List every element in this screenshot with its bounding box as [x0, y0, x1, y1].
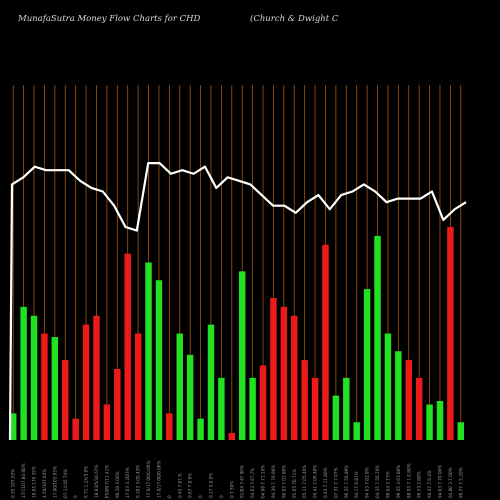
x-tick-label: 0.17 5.0.0%: [208, 473, 213, 498]
money-flow-bar: [103, 404, 111, 440]
money-flow-bar: [322, 244, 329, 440]
money-flow-bar: [166, 413, 173, 440]
money-flow-bar: [311, 377, 319, 440]
money-flow-bar: [93, 315, 100, 440]
price-line: [8, 162, 467, 441]
x-tick-label: 05.11 7.05.40%: [302, 465, 307, 498]
money-flow-bar: [218, 377, 225, 440]
x-tick-label: 0: [73, 495, 78, 498]
money-flow-bar: [426, 404, 433, 440]
x-tick-label: 18.65 176.35%: [32, 466, 37, 498]
money-flow-bar: [395, 351, 402, 440]
x-tick-label: 96.35 7.50.89%: [344, 465, 349, 498]
money-flow-bar: [72, 418, 79, 440]
money-flow-bar: [436, 400, 444, 440]
money-flow-bar: [207, 324, 215, 440]
money-flow-bar: [353, 422, 360, 440]
money-flow-bar: [447, 227, 454, 440]
money-flow-bar: [363, 289, 371, 440]
x-tick-label: 94.47 7.9.4%: [427, 470, 432, 498]
x-tick-label: ESAM 7/11.41%: [104, 465, 109, 498]
x-tick-label: 94.17 0.81%: [354, 471, 359, 498]
money-flow-bar: [51, 337, 59, 440]
x-tick-label: 95.65 70.71%: [292, 469, 297, 498]
x-tick-label: 0.103 3.00.43%: [136, 465, 141, 498]
x-tick-label: 99.53 2.80%: [417, 471, 422, 498]
money-flow-bar: [270, 298, 277, 440]
money-flow-bar: [415, 377, 423, 440]
x-tick-label: 17.0/17.00/0.00%: [156, 461, 161, 498]
money-flow-bar: [9, 413, 17, 440]
money-flow-bar: [20, 306, 27, 440]
x-tick-label: 99.55 3.63.80%: [396, 465, 401, 498]
x-tick-label: 04.63 7.6?.7%: [250, 468, 255, 498]
x-tick-label: 04.80 3.7.00%: [448, 467, 453, 498]
x-tick-label: 01/04 7.6?.90%: [240, 465, 245, 498]
x-tick-label: 17.00/105.05%: [52, 466, 57, 498]
x-tick-label: 05.41 7.06.40%: [313, 465, 318, 498]
money-flow-bar: [197, 418, 204, 440]
x-tick-label: 0 7.50%: [229, 481, 234, 498]
x-tick-label: 0.45 7.0?,%: [177, 473, 182, 498]
x-tick-label: 18.93/5/34.67%: [94, 465, 99, 498]
x-tick-label: 98.03 7.02.80%: [281, 465, 286, 498]
x-tick-label: 0: [198, 495, 203, 498]
x-tick-label: 07.14.05.74%: [63, 469, 68, 498]
company-name: (Church & Dwight C: [250, 14, 339, 24]
x-tick-label: 0.67 7.0.0%: [188, 473, 193, 498]
x-tick-label: 17.03 3.20/3%: [125, 467, 130, 498]
money-flow-bar: [228, 432, 236, 440]
money-flow-bar: [30, 315, 38, 440]
money-flow-bar: [280, 306, 288, 440]
money-flow-bar: [291, 315, 298, 440]
x-tick-label: 04.35 7.50.70%: [375, 465, 380, 498]
x-tick-label: 0.35 107.65%: [11, 469, 16, 498]
x-tick-label: 99.04 3.73%: [385, 471, 390, 498]
money-flow-bar: [259, 365, 267, 440]
money-flow-bar: [41, 333, 48, 440]
x-tick-label: 04.98 7.71.10%: [261, 465, 266, 498]
money-flow-bar: [457, 422, 465, 440]
x-tick-label: 89.93 7.1.0.80%: [406, 463, 411, 498]
money-flow-bar: [145, 262, 152, 440]
x-tick-label: 99.18 3.00%: [115, 471, 120, 498]
money-flow-bar: [332, 395, 340, 440]
money-flow-bar: [186, 354, 194, 440]
money-flow-bar: [155, 280, 163, 440]
money-flow-bar: [405, 360, 412, 440]
money-flow-bar: [134, 333, 142, 440]
x-tick-label: 94.03 7.70.00%: [437, 465, 442, 498]
money-flow-bar: [343, 377, 350, 440]
x-tick-label: 07.31 7.7.07%: [333, 467, 338, 498]
money-flow-bar: [82, 324, 90, 440]
money-flow-bar: [114, 369, 121, 440]
money-flow-bar: [384, 333, 392, 440]
money-flow-bar: [62, 360, 69, 440]
money-flow-bar: [176, 333, 183, 440]
x-tick-label: 17.0/17.00/0.00%: [146, 461, 151, 498]
x-tick-label: 0: [219, 495, 224, 498]
x-tick-label: 0.43 7.11.80%: [323, 467, 328, 498]
x-tick-label: 4.50/107.04%: [42, 469, 47, 498]
money-flow-bar: [238, 271, 246, 440]
money-flow-bar: [374, 235, 381, 440]
x-tick-label: 94.63 7.82.9%: [365, 467, 370, 498]
money-flow-bar: [249, 377, 256, 440]
money-flow-bar: [301, 360, 308, 440]
money-flow-bar: [124, 253, 131, 440]
x-tick-label: 99.77 7.5.20%: [458, 467, 463, 498]
x-tick-label: 94.39 7.70.90%: [271, 465, 276, 498]
x-tick-label: 0: [167, 495, 172, 498]
x-tick-label: 17/1107.84 80%: [21, 463, 26, 498]
chart-title: MunafaSutra Money Flow Charts for CHD: [18, 14, 201, 24]
x-tick-label: 6.71.1.2X/3.0%: [84, 466, 89, 498]
